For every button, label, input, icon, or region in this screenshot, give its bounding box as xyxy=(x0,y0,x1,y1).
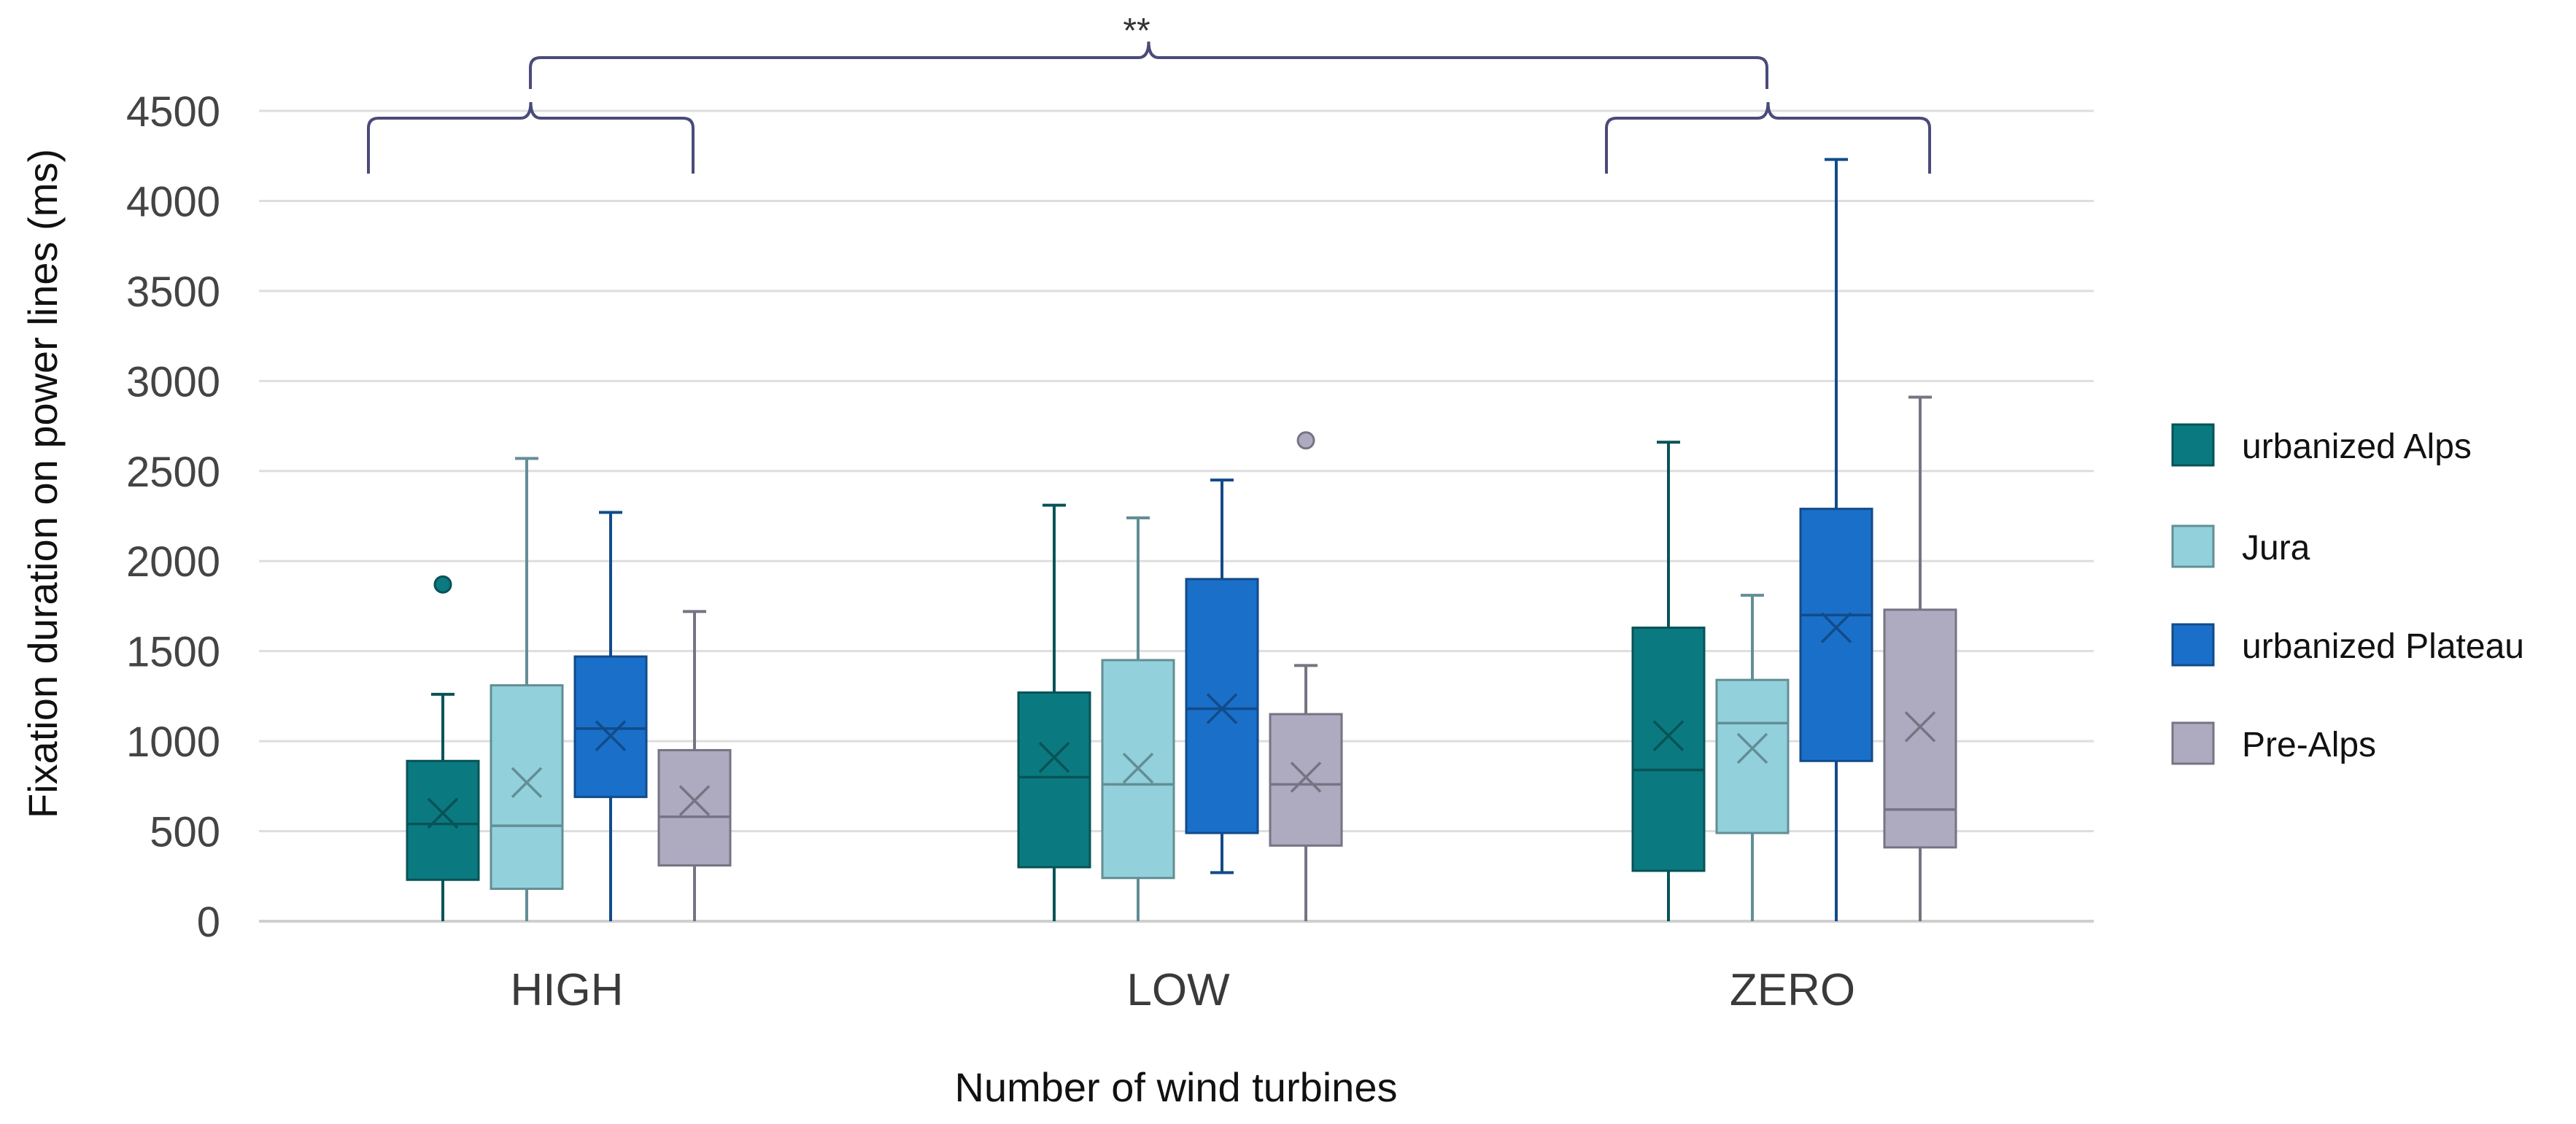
mean-marker xyxy=(511,767,543,799)
mean-marker xyxy=(595,720,627,751)
y-tick-label: 0 xyxy=(197,899,220,946)
mean-marker xyxy=(1206,693,1238,724)
box-plot-groups xyxy=(406,158,1957,921)
box-pre-alps-high xyxy=(657,610,732,921)
y-axis-ticks: 0 500 1000 1500 2000 2500 3000 3500 4000 4500 xyxy=(126,88,220,946)
box-urbanized-alps-low xyxy=(1017,503,1091,921)
iqr-box xyxy=(1715,678,1790,834)
legend-swatch-jura xyxy=(2171,524,2215,568)
iqr-box xyxy=(1101,659,1175,880)
box-urbanized-plateau-high xyxy=(573,511,648,921)
y-tick-label: 500 xyxy=(150,809,220,856)
bracket-high-vs-zero xyxy=(529,41,1768,89)
iqr-box xyxy=(1799,508,1873,762)
iqr-box xyxy=(657,748,732,867)
box-jura-zero xyxy=(1715,594,1790,921)
mean-marker xyxy=(427,797,459,829)
outlier-point xyxy=(433,575,452,594)
box-pre-alps-low xyxy=(1269,431,1343,921)
y-tick-label: 4000 xyxy=(126,178,220,225)
box-urbanized-plateau-zero xyxy=(1799,158,1873,921)
bracket-zero-group xyxy=(1605,101,1931,174)
iqr-box xyxy=(1185,578,1259,834)
legend-swatch-pre-alps xyxy=(2171,721,2215,765)
box-urbanized-plateau-low xyxy=(1185,478,1259,875)
box-pre-alps-zero xyxy=(1883,395,1957,921)
box-jura-low xyxy=(1101,516,1175,921)
mean-marker xyxy=(1820,612,1852,643)
mean-marker xyxy=(678,785,711,816)
x-axis-ticks: HIGH LOW ZERO xyxy=(511,965,1856,1015)
box-jura-high xyxy=(490,457,564,921)
iqr-box xyxy=(406,759,480,881)
mean-marker xyxy=(1038,742,1070,773)
mean-marker xyxy=(1904,711,1936,743)
legend-label: Pre-Alps xyxy=(2242,726,2376,764)
x-tick-label-low: LOW xyxy=(1126,965,1230,1015)
mean-marker xyxy=(1290,761,1322,793)
x-axis-title: Number of wind turbines xyxy=(955,1064,1398,1110)
iqr-box xyxy=(573,655,648,799)
legend-swatch-urbanized-alps xyxy=(2171,423,2215,467)
y-axis-title: Fixation duration on power lines (ms) xyxy=(20,149,66,818)
box-urbanized-alps-high xyxy=(406,575,480,921)
significance-brackets: ** xyxy=(367,12,1931,174)
iqr-box xyxy=(1017,691,1091,869)
x-tick-label-zero: ZERO xyxy=(1730,965,1855,1015)
mean-marker xyxy=(1652,720,1685,751)
mean-marker xyxy=(1122,752,1154,784)
legend-swatch-urbanized-plateau xyxy=(2171,623,2215,667)
iqr-box xyxy=(1269,713,1343,847)
bracket-high-group xyxy=(367,101,695,174)
x-tick-label-high: HIGH xyxy=(511,965,624,1015)
y-tick-label: 2000 xyxy=(126,538,220,586)
legend-label: urbanized Plateau xyxy=(2242,627,2524,666)
mean-marker xyxy=(1736,732,1768,764)
y-tick-label: 1000 xyxy=(126,718,220,766)
iqr-box xyxy=(490,684,564,891)
legend-label: urbanized Alps xyxy=(2242,427,2472,466)
significance-label: ** xyxy=(1123,12,1150,50)
legend: urbanized Alps Jura urbanized Plateau Pre-A… xyxy=(2171,423,2524,765)
gridlines xyxy=(259,109,2094,923)
y-tick-label: 1500 xyxy=(126,629,220,676)
y-tick-label: 4500 xyxy=(126,88,220,136)
y-tick-label: 2500 xyxy=(126,449,220,496)
box-urbanized-alps-zero xyxy=(1631,441,1706,921)
iqr-box xyxy=(1631,627,1706,872)
legend-label: Jura xyxy=(2242,529,2310,567)
outlier-point xyxy=(1296,431,1315,450)
y-tick-label: 3000 xyxy=(126,358,220,406)
y-tick-label: 3500 xyxy=(126,268,220,316)
